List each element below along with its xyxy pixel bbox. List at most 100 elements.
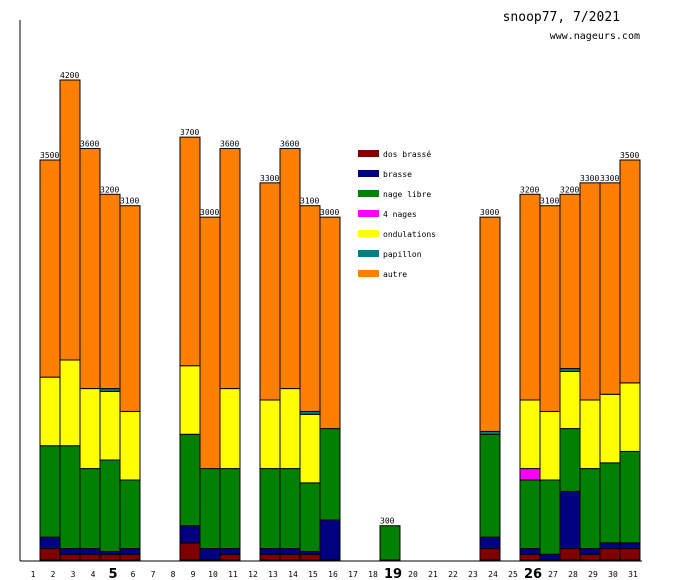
bar-segment-brasse-day-29	[579, 548, 601, 555]
bar-segment-nage-libre-day-27	[539, 479, 561, 555]
bar-segment-nage-libre-day-13	[259, 468, 281, 550]
bar-segment-brasse-day-10	[199, 548, 221, 561]
total-label-day-27: 3100	[540, 197, 559, 206]
x-tick-label-25: 25	[508, 570, 518, 579]
bar-segment-4-nages-day-26	[519, 468, 541, 481]
bar-segment-nage-libre-day-19	[379, 525, 401, 561]
bar-segment-nage-libre-day-30	[599, 462, 621, 544]
x-tick-label-31: 31	[628, 570, 638, 579]
bar-segment-autre-day-14	[279, 148, 301, 390]
bar-segment-nage-libre-day-9	[179, 433, 201, 527]
bar-segment-nage-libre-day-5	[99, 459, 121, 552]
bar-segment-brasse-day-4	[79, 548, 101, 555]
total-label-day-10: 3000	[200, 208, 219, 217]
bar-segment-autre-day-4	[79, 148, 101, 390]
bar-segment-dos-brass--day-28	[559, 548, 581, 561]
bar-segment-autre-day-31	[619, 159, 641, 384]
bar-segment-brasse-day-26	[519, 548, 541, 555]
bar-segment-ondulations-day-15	[299, 413, 321, 484]
bar-segment-nage-libre-day-6	[119, 479, 141, 550]
bar-segment-ondulations-day-14	[279, 388, 301, 470]
bar-segment-ondulations-day-5	[99, 390, 121, 461]
bar-segment-ondulations-day-11	[219, 388, 241, 470]
total-label-day-2: 3500	[40, 151, 59, 160]
bar-segment-dos-brass--day-13	[259, 553, 281, 561]
legend-label-ondulations: ondulations	[383, 230, 436, 239]
bars-group	[39, 79, 641, 561]
bar-segment-nage-libre-day-15	[299, 482, 321, 552]
x-tick-label-1: 1	[31, 570, 36, 579]
legend-swatch-brasse	[358, 170, 379, 177]
x-tick-label-19: 19	[384, 567, 402, 580]
total-label-day-24: 3000	[480, 208, 499, 217]
x-tick-label-9: 9	[191, 570, 196, 579]
bar-segment-nage-libre-day-11	[219, 468, 241, 550]
total-label-day-3: 4200	[60, 71, 79, 80]
bar-segment-dos-brass--day-30	[599, 548, 621, 561]
legend-swatch-nage-libre	[358, 190, 379, 197]
legend-label-autre: autre	[383, 270, 407, 279]
bar-segment-brasse-day-28	[559, 490, 581, 550]
bar-segment-nage-libre-day-29	[579, 468, 601, 550]
bar-segment-dos-brass--day-15	[299, 553, 321, 561]
bar-segment-nage-libre-day-16	[319, 428, 341, 521]
x-tick-label-30: 30	[608, 570, 618, 579]
bar-segment-autre-day-6	[119, 205, 141, 412]
bar-segment-brasse-day-14	[279, 548, 301, 555]
bar-segment-ondulations-day-29	[579, 399, 601, 470]
x-tick-label-27: 27	[548, 570, 558, 579]
bar-segment-brasse-day-2	[39, 536, 61, 550]
bar-segment-autre-day-5	[99, 193, 121, 390]
chart-title: snoop77, 7/2021	[502, 10, 620, 25]
bar-segment-autre-day-16	[319, 216, 341, 430]
bar-segment-dos-brass--day-2	[39, 548, 61, 561]
bar-segment-autre-day-13	[259, 182, 281, 401]
bar-segment-autre-day-30	[599, 182, 621, 395]
bar-segment-ondulations-day-26	[519, 399, 541, 470]
total-label-day-30: 3300	[600, 174, 619, 183]
bar-segment-nage-libre-day-14	[279, 468, 301, 550]
legend-swatch-ondulations	[358, 230, 379, 237]
total-label-day-6: 3100	[120, 197, 139, 206]
bar-segment-nage-libre-day-2	[39, 445, 61, 538]
total-label-day-16: 3000	[320, 208, 339, 217]
bar-segment-brasse-day-27	[539, 553, 561, 561]
total-label-day-9: 3700	[180, 128, 199, 137]
bar-segment-ondulations-day-31	[619, 382, 641, 452]
legend: dos brassé brasse nage libre 4 nages ondulat…	[358, 149, 436, 279]
x-tick-label-26: 26	[524, 567, 542, 580]
bar-segment-ondulations-day-6	[119, 410, 141, 481]
bar-segment-dos-brass--day-26	[519, 553, 541, 561]
bar-segment-brasse-day-9	[179, 525, 201, 544]
x-tick-label-7: 7	[151, 570, 156, 579]
legend-swatch-papillon	[358, 250, 379, 257]
bar-segment-nage-libre-day-3	[59, 445, 81, 550]
bar-segment-ondulations-day-30	[599, 393, 621, 464]
x-tick-label-4: 4	[91, 570, 96, 579]
bar-segment-ondulations-day-28	[559, 370, 581, 430]
total-labels-group: 3500420036003200310037003000360033003600…	[40, 71, 639, 526]
x-tick-label-6: 6	[131, 570, 136, 579]
bar-segment-ondulations-day-27	[539, 410, 561, 481]
legend-label-nage-libre: nage libre	[383, 190, 431, 199]
bar-segment-ondulations-day-9	[179, 365, 201, 435]
x-tick-label-18: 18	[368, 570, 378, 579]
bar-segment-nage-libre-day-31	[619, 450, 641, 544]
x-tick-label-23: 23	[468, 570, 478, 579]
x-tick-label-29: 29	[588, 570, 598, 579]
bar-segment-dos-brass--day-9	[179, 542, 201, 561]
bar-segment-dos-brass--day-3	[59, 553, 81, 561]
bar-segment-brasse-day-13	[259, 548, 281, 555]
x-tick-label-14: 14	[288, 570, 298, 579]
bar-segment-dos-brass--day-6	[119, 553, 141, 561]
x-tick-label-21: 21	[428, 570, 438, 579]
bar-segment-autre-day-29	[579, 182, 601, 401]
bar-segment-nage-libre-day-10	[199, 468, 221, 550]
x-tick-label-15: 15	[308, 570, 318, 579]
total-label-day-4: 3600	[80, 140, 99, 149]
bar-segment-nage-libre-day-4	[79, 468, 101, 550]
bar-segment-brasse-day-16	[319, 519, 341, 561]
bar-segment-autre-day-26	[519, 193, 541, 401]
total-label-day-31: 3500	[620, 151, 639, 160]
